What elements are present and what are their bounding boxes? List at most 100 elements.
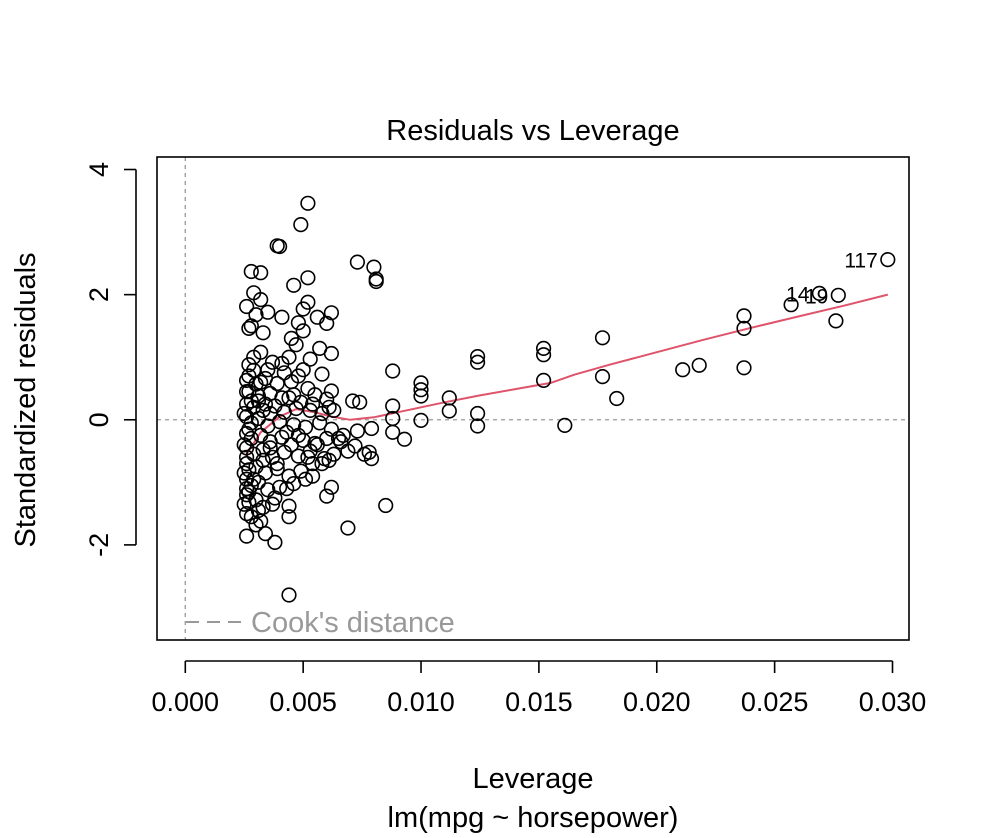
data-point — [243, 318, 259, 334]
x-tick-label: 0.025 — [741, 687, 809, 717]
data-point — [594, 369, 611, 385]
data-point — [385, 398, 401, 414]
data-point — [295, 362, 311, 378]
data-point — [441, 403, 457, 419]
cooks-distance-legend: Cook's distance — [186, 607, 455, 639]
data-point — [243, 263, 259, 280]
data-point — [241, 357, 257, 373]
data-point — [248, 517, 264, 533]
data-point — [239, 384, 255, 400]
data-point — [361, 444, 377, 460]
data-point — [470, 418, 486, 434]
data-point — [305, 468, 321, 484]
data-point — [239, 449, 255, 465]
data-point — [260, 304, 276, 320]
data-point — [396, 431, 413, 447]
data-point — [288, 337, 304, 353]
data-point — [243, 477, 259, 494]
data-point — [330, 430, 347, 447]
data-point — [335, 427, 351, 444]
data-point — [264, 496, 281, 512]
data-point — [368, 273, 384, 290]
data-point — [255, 452, 271, 469]
data-point — [326, 446, 342, 462]
data-point — [535, 347, 552, 363]
data-point — [675, 362, 691, 378]
x-tick-label: 0.015 — [505, 687, 573, 717]
data-point — [363, 451, 380, 467]
data-point — [239, 396, 255, 412]
point-label: 14 — [786, 283, 810, 306]
data-point — [363, 420, 380, 437]
y-axis-title: Standardized residuals — [10, 252, 42, 547]
data-point — [609, 390, 625, 407]
data-point — [302, 402, 318, 419]
data-point — [830, 287, 846, 303]
data-point — [366, 259, 382, 275]
data-point — [323, 479, 340, 495]
data-point — [262, 440, 278, 456]
x-axis-title: Leverage — [473, 763, 594, 795]
y-axis: -2 0 2 4 — [84, 162, 137, 557]
data-point — [276, 444, 292, 460]
data-point — [257, 396, 274, 412]
data-point — [253, 374, 269, 390]
data-point — [253, 265, 269, 281]
data-point — [300, 270, 316, 286]
data-point — [305, 396, 321, 412]
plot-frame — [156, 156, 910, 641]
data-point — [250, 474, 266, 490]
data-point — [272, 414, 288, 430]
data-point — [286, 387, 302, 403]
points-layer — [236, 195, 896, 603]
data-point — [300, 449, 316, 465]
smooth-layer — [244, 293, 889, 457]
data-point — [736, 360, 752, 376]
data-point — [413, 388, 429, 404]
data-point — [241, 421, 257, 437]
data-point — [269, 461, 285, 477]
data-point — [250, 393, 266, 409]
data-point — [535, 372, 552, 389]
data-point — [413, 412, 429, 429]
data-point — [314, 456, 330, 472]
data-point — [243, 393, 259, 409]
y-tick-label: 4 — [84, 162, 114, 177]
chart-title: Residuals vs Leverage — [386, 115, 679, 147]
data-point — [385, 363, 401, 379]
x-tick-label: 0.030 — [859, 687, 927, 717]
data-point — [323, 345, 340, 362]
data-point — [279, 424, 295, 440]
data-point — [470, 354, 486, 370]
x-tick-label: 0.020 — [623, 687, 691, 717]
x-axis: 0.000 0.005 0.010 0.015 0.020 0.025 0.030 — [151, 660, 927, 717]
legend-label: Cook's distance — [251, 607, 455, 639]
data-point — [264, 354, 281, 370]
data-point — [274, 309, 290, 325]
data-point — [255, 325, 271, 341]
data-point — [241, 368, 257, 384]
data-point — [290, 427, 307, 444]
data-point — [340, 520, 356, 536]
data-point — [828, 313, 844, 329]
x-tick-label: 0.000 — [151, 687, 219, 717]
data-point — [293, 217, 309, 233]
data-point — [594, 330, 611, 346]
data-point — [262, 405, 278, 422]
data-point — [255, 442, 271, 458]
data-point — [385, 424, 401, 440]
data-point — [312, 415, 328, 431]
x-tick-label: 0.005 — [269, 687, 337, 717]
data-point — [557, 417, 573, 434]
data-point — [378, 497, 394, 514]
data-point — [281, 587, 297, 603]
data-point — [269, 456, 285, 472]
data-point — [253, 292, 269, 308]
data-point — [257, 525, 274, 542]
data-point — [295, 301, 311, 317]
data-point — [319, 488, 335, 504]
smooth-line — [244, 293, 889, 457]
data-point — [267, 490, 283, 506]
point-label: 117 — [844, 250, 877, 273]
